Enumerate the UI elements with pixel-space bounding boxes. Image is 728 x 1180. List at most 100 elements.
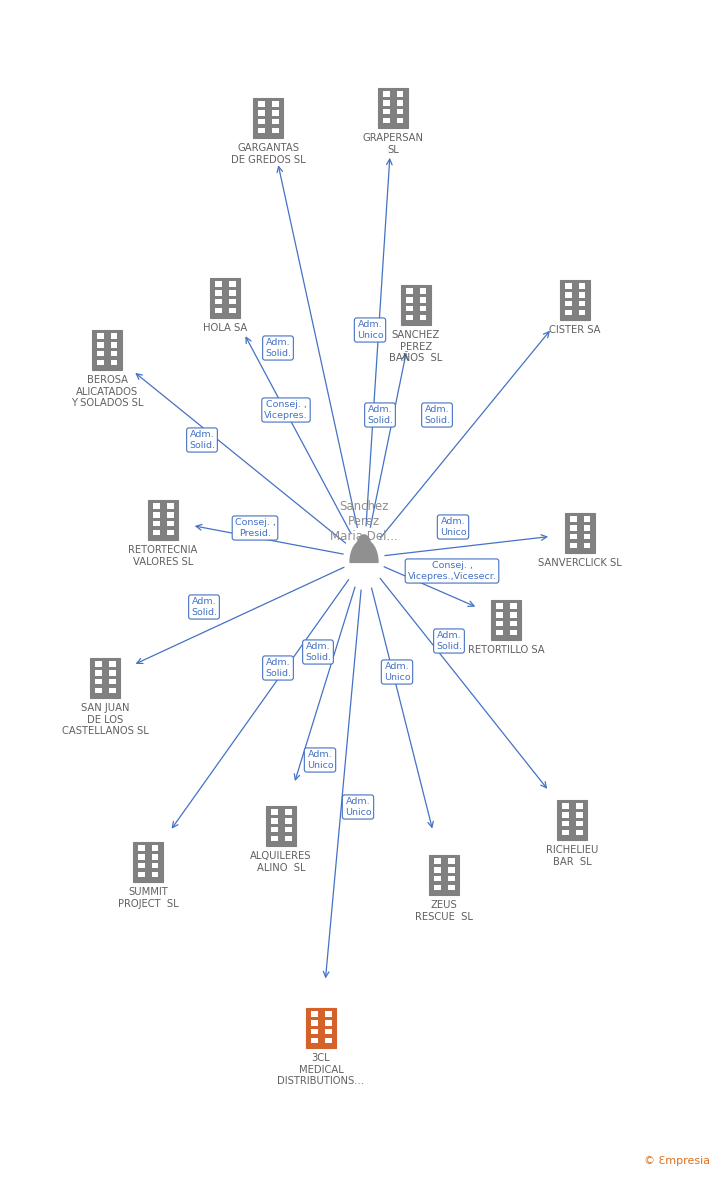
FancyBboxPatch shape [435, 885, 441, 890]
Text: Adm.
Unico: Adm. Unico [357, 320, 384, 340]
FancyBboxPatch shape [566, 291, 572, 297]
Text: Adm.
Solid.: Adm. Solid. [265, 658, 291, 677]
FancyBboxPatch shape [154, 512, 160, 518]
FancyBboxPatch shape [95, 670, 103, 676]
Text: Sanchez
Perez
Maria Del...: Sanchez Perez Maria Del... [330, 500, 398, 543]
FancyBboxPatch shape [312, 1029, 318, 1035]
FancyBboxPatch shape [138, 845, 146, 851]
Text: ZEUS
RESCUE  SL: ZEUS RESCUE SL [415, 900, 473, 922]
FancyBboxPatch shape [272, 110, 279, 116]
FancyBboxPatch shape [496, 630, 503, 635]
FancyBboxPatch shape [384, 109, 390, 114]
FancyBboxPatch shape [510, 621, 516, 627]
FancyBboxPatch shape [510, 612, 516, 617]
FancyBboxPatch shape [565, 513, 595, 553]
Text: RICHELIEU
BAR  SL: RICHELIEU BAR SL [546, 845, 598, 866]
FancyBboxPatch shape [151, 845, 159, 851]
FancyBboxPatch shape [167, 520, 173, 526]
FancyBboxPatch shape [210, 278, 240, 317]
FancyBboxPatch shape [108, 688, 116, 693]
FancyBboxPatch shape [401, 286, 431, 325]
FancyBboxPatch shape [448, 885, 454, 890]
FancyBboxPatch shape [285, 827, 291, 832]
FancyBboxPatch shape [435, 858, 441, 864]
Text: 3CL
MEDICAL
DISTRIBUTIONS...: 3CL MEDICAL DISTRIBUTIONS... [277, 1053, 365, 1087]
FancyBboxPatch shape [272, 101, 279, 107]
FancyBboxPatch shape [435, 867, 441, 872]
Circle shape [357, 535, 371, 557]
FancyBboxPatch shape [406, 306, 414, 312]
FancyBboxPatch shape [133, 843, 163, 881]
FancyBboxPatch shape [584, 543, 590, 549]
FancyBboxPatch shape [285, 818, 291, 824]
FancyBboxPatch shape [154, 503, 160, 509]
Text: Consej. ,
Vicepres.: Consej. , Vicepres. [264, 400, 308, 420]
Text: Adm.
Solid.: Adm. Solid. [191, 597, 217, 617]
FancyBboxPatch shape [167, 530, 173, 536]
FancyBboxPatch shape [312, 1020, 318, 1025]
Text: Adm.
Unico: Adm. Unico [306, 750, 333, 769]
FancyBboxPatch shape [258, 119, 265, 124]
FancyBboxPatch shape [111, 342, 117, 348]
FancyBboxPatch shape [584, 533, 590, 539]
FancyBboxPatch shape [325, 1020, 331, 1025]
FancyBboxPatch shape [229, 308, 235, 313]
FancyBboxPatch shape [563, 830, 569, 835]
FancyBboxPatch shape [448, 858, 454, 864]
FancyBboxPatch shape [496, 603, 503, 609]
FancyBboxPatch shape [325, 1037, 331, 1043]
FancyBboxPatch shape [566, 301, 572, 307]
Text: Adm.
Unico: Adm. Unico [440, 517, 467, 537]
FancyBboxPatch shape [258, 127, 265, 133]
FancyBboxPatch shape [229, 299, 235, 304]
FancyBboxPatch shape [325, 1029, 331, 1035]
FancyBboxPatch shape [272, 809, 278, 815]
FancyBboxPatch shape [419, 288, 427, 294]
FancyBboxPatch shape [571, 525, 577, 531]
FancyBboxPatch shape [215, 281, 222, 287]
FancyBboxPatch shape [406, 288, 414, 294]
FancyBboxPatch shape [429, 856, 459, 894]
FancyBboxPatch shape [384, 100, 390, 105]
FancyBboxPatch shape [215, 299, 222, 304]
FancyBboxPatch shape [272, 827, 278, 832]
FancyBboxPatch shape [90, 658, 120, 699]
FancyBboxPatch shape [557, 800, 587, 840]
FancyBboxPatch shape [397, 100, 403, 105]
FancyBboxPatch shape [285, 835, 291, 841]
FancyBboxPatch shape [419, 315, 427, 320]
FancyBboxPatch shape [579, 283, 585, 289]
FancyBboxPatch shape [419, 306, 427, 312]
FancyBboxPatch shape [566, 283, 572, 289]
FancyBboxPatch shape [98, 360, 104, 365]
FancyBboxPatch shape [272, 818, 278, 824]
FancyBboxPatch shape [579, 309, 585, 315]
FancyBboxPatch shape [384, 91, 390, 97]
FancyBboxPatch shape [576, 830, 582, 835]
FancyBboxPatch shape [148, 500, 178, 540]
FancyBboxPatch shape [579, 291, 585, 297]
FancyBboxPatch shape [285, 809, 291, 815]
FancyBboxPatch shape [384, 118, 390, 123]
FancyBboxPatch shape [272, 835, 278, 841]
FancyBboxPatch shape [510, 603, 516, 609]
Text: Adm.
Solid.: Adm. Solid. [436, 631, 462, 650]
FancyBboxPatch shape [154, 530, 160, 536]
FancyBboxPatch shape [576, 812, 582, 818]
Text: ALQUILERES
ALINO  SL: ALQUILERES ALINO SL [250, 851, 312, 872]
FancyBboxPatch shape [571, 533, 577, 539]
FancyBboxPatch shape [138, 872, 146, 877]
FancyBboxPatch shape [448, 867, 454, 872]
FancyBboxPatch shape [272, 119, 279, 124]
FancyBboxPatch shape [95, 678, 103, 684]
FancyBboxPatch shape [563, 804, 569, 808]
Wedge shape [350, 539, 378, 563]
FancyBboxPatch shape [253, 98, 283, 138]
FancyBboxPatch shape [258, 110, 265, 116]
FancyBboxPatch shape [584, 516, 590, 522]
FancyBboxPatch shape [448, 876, 454, 881]
FancyBboxPatch shape [167, 512, 173, 518]
FancyBboxPatch shape [491, 599, 521, 640]
FancyBboxPatch shape [98, 342, 104, 348]
FancyBboxPatch shape [95, 688, 103, 693]
